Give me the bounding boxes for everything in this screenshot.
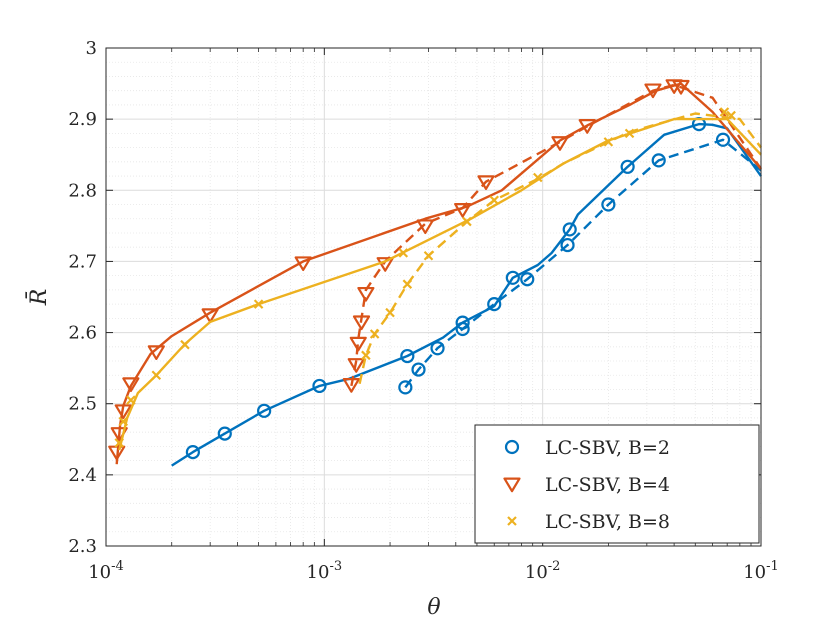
series-3-point — [126, 395, 136, 405]
series-3-point — [624, 128, 635, 139]
series-2-point — [376, 257, 394, 272]
series-1-point — [520, 272, 535, 287]
series-1-solid-line — [171, 122, 762, 467]
series-2-point — [114, 404, 132, 420]
series-3-point — [462, 216, 472, 227]
x-tick-labels: 10-4 10-3 10-2 10-1 — [88, 559, 779, 583]
series-1-point — [398, 380, 413, 395]
series-3-point — [533, 172, 543, 183]
series-1-point — [455, 315, 470, 330]
series-2-point — [454, 202, 472, 218]
legend-box — [474, 424, 760, 544]
legend-label-2: LC-SBV, B=4 — [545, 474, 670, 496]
y-axis-label: R̄ — [25, 289, 52, 307]
x-tick-label-base: 10 — [743, 562, 766, 583]
series-2-point — [665, 79, 683, 94]
series-1-point — [411, 362, 426, 377]
series-1-point — [257, 403, 272, 418]
x-tick-label: 10-4 — [88, 559, 124, 583]
series-3-point — [489, 195, 500, 206]
series-1-point — [562, 222, 577, 237]
y-tick-label: 2.7 — [68, 251, 97, 272]
series-1-point — [455, 321, 470, 337]
series-2-point — [477, 175, 495, 190]
plot-frame — [105, 47, 762, 547]
x-tick-label-exponent: -2 — [548, 559, 561, 574]
series-3-point — [118, 416, 129, 427]
series-1-point — [185, 444, 200, 460]
series-1-point — [601, 197, 616, 212]
series-3-point — [423, 250, 434, 261]
series-1-point — [400, 348, 415, 364]
series-2-point — [294, 256, 312, 272]
y-tick-label: 3 — [86, 38, 97, 59]
y-tick-labels: 2.3 2.4 2.5 2.6 2.7 2.8 2.9 3 — [68, 38, 97, 557]
series-3-point — [369, 329, 380, 339]
series-2-point — [342, 378, 360, 393]
series-2-point — [201, 308, 219, 324]
series-2-point — [357, 286, 375, 302]
series-2-point — [551, 136, 569, 151]
series-3-point — [402, 279, 413, 289]
series-2-point — [147, 345, 165, 361]
y-tick-label: 2.4 — [68, 465, 97, 486]
x-tick-label-base: 10 — [88, 562, 111, 583]
minor-grid — [106, 48, 761, 546]
x-tick-label-exponent: -1 — [766, 559, 779, 574]
series-1-point — [217, 426, 232, 441]
series-2-point — [349, 336, 367, 352]
series-3-point — [726, 110, 736, 121]
series-3 — [114, 107, 762, 451]
series-3-point — [603, 137, 614, 147]
y-tick-label: 2.6 — [68, 323, 97, 344]
series-3-point — [180, 339, 190, 350]
series-2-point — [352, 315, 371, 331]
series-1-point — [651, 153, 666, 168]
series-3-point — [398, 248, 409, 258]
y-tick-label: 2.9 — [68, 109, 97, 130]
x-tick-label-exponent: -4 — [111, 559, 124, 574]
x-tick-label: 10-3 — [307, 559, 343, 583]
legend-marker-1 — [504, 439, 520, 455]
legend-label-3: LC-SBV, B=8 — [545, 511, 670, 533]
series-1-dashed-line — [404, 138, 762, 389]
series-1-point — [430, 341, 445, 356]
series-2-point — [416, 219, 434, 235]
legend-label-1: LC-SBV, B=2 — [545, 437, 670, 459]
series-1-point — [560, 237, 575, 253]
legend: LC-SBV, B=2 LC-SBV, B=4 LC-SBV, B=8 — [474, 424, 760, 544]
y-tick-label: 2.5 — [68, 394, 97, 415]
series-3-point — [385, 307, 395, 318]
series-1-point — [715, 132, 731, 147]
x-tick-label: 10-1 — [743, 559, 779, 583]
series-3-point — [151, 370, 162, 381]
y-tick-label: 2.3 — [68, 536, 97, 557]
series-3-point — [719, 107, 730, 117]
series-2-point — [122, 377, 140, 393]
x-tick-label-base: 10 — [525, 562, 548, 583]
y-tick-label: 2.8 — [68, 180, 97, 201]
series-3-point — [361, 350, 371, 361]
series-2 — [108, 79, 762, 465]
series-2-dashed-line — [350, 83, 762, 387]
series-1-point — [312, 378, 327, 394]
x-tick-label: 10-2 — [525, 559, 561, 583]
x-axis-label: θ — [427, 595, 440, 620]
series-1-point — [505, 270, 520, 285]
legend-marker-2 — [503, 477, 521, 493]
series-3-point — [253, 299, 264, 309]
x-tick-label-exponent: -3 — [329, 559, 342, 574]
series-2-point — [644, 83, 662, 99]
series-2-point — [578, 119, 596, 134]
x-tick-label-base: 10 — [307, 562, 330, 583]
series-layer — [108, 79, 762, 467]
legend-marker-3 — [507, 516, 517, 526]
series-1 — [171, 117, 762, 467]
series-2-point — [347, 358, 365, 373]
series-3-point — [114, 438, 125, 448]
series-1-point — [620, 159, 635, 174]
series-1-point — [487, 297, 502, 312]
